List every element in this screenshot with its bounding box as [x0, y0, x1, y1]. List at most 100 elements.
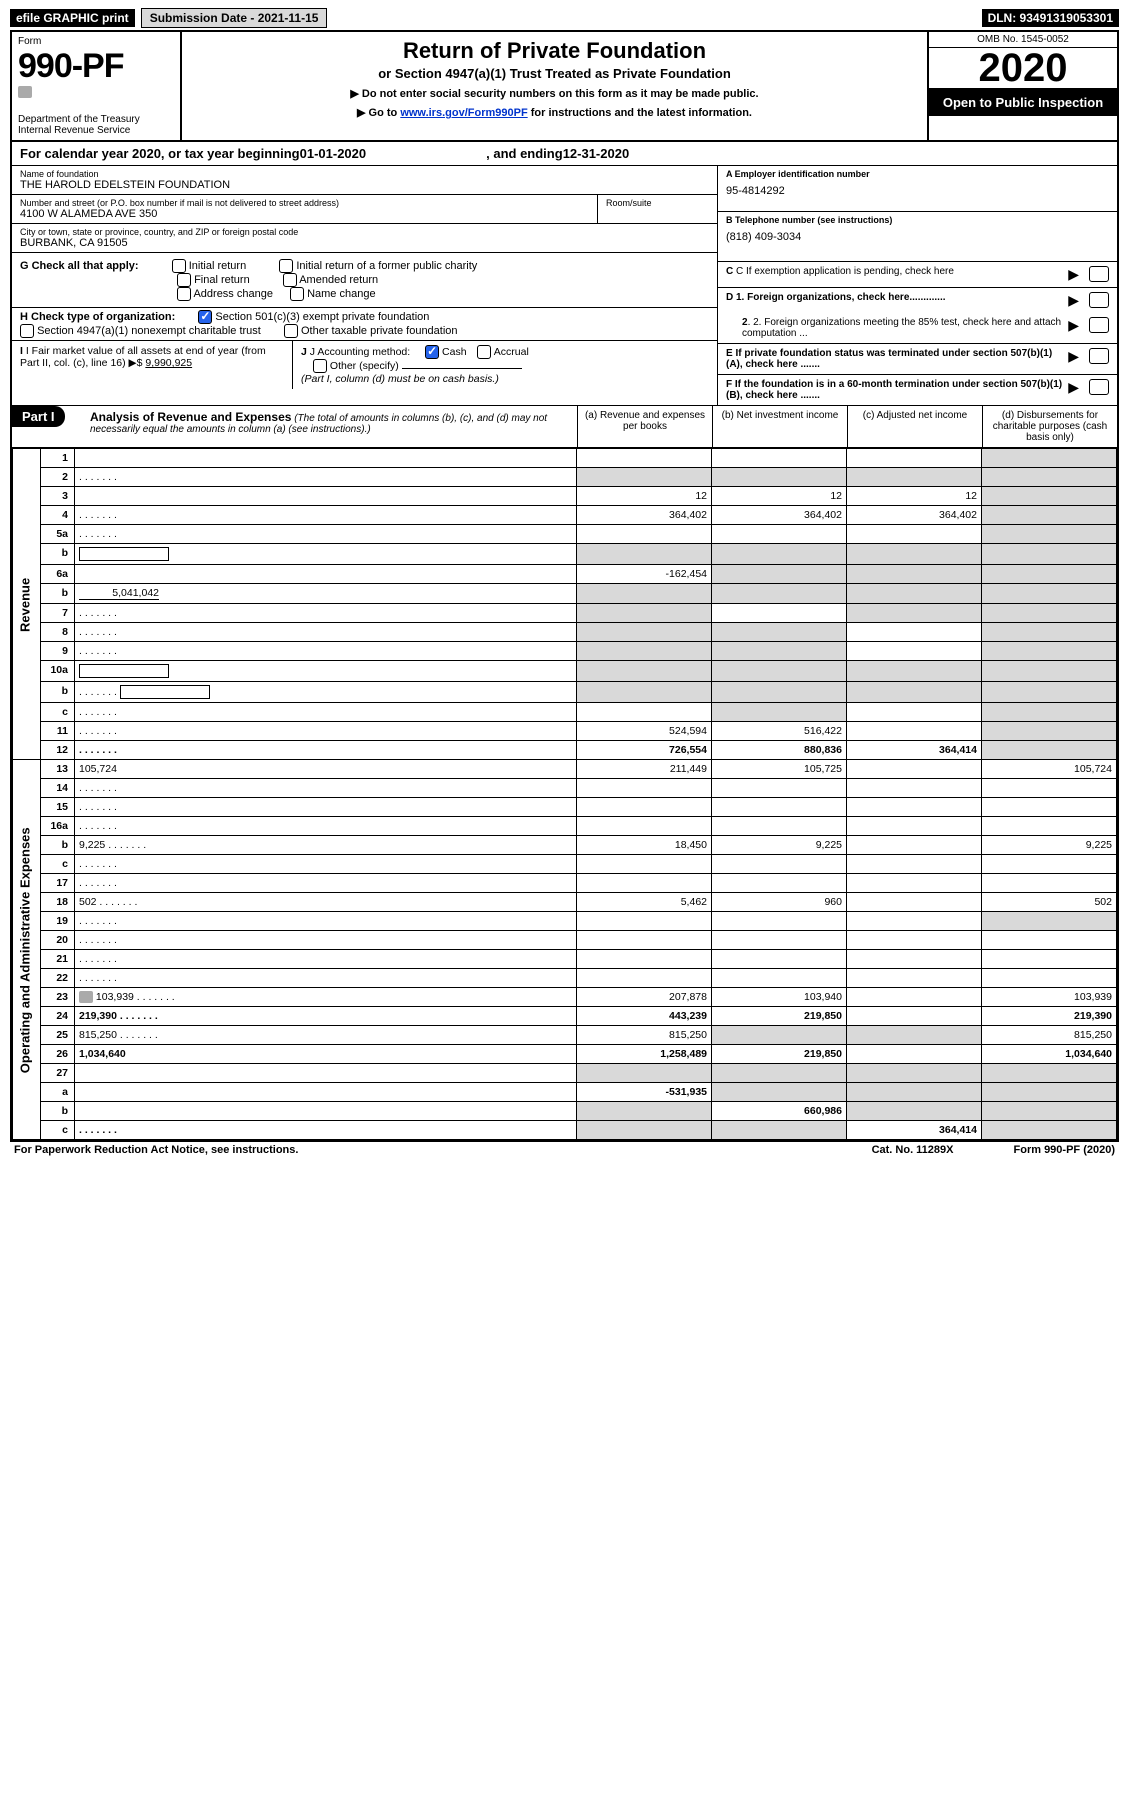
check-final-return[interactable]: [177, 273, 191, 287]
foundation-name-cell: Name of foundation THE HAROLD EDELSTEIN …: [12, 166, 717, 195]
cell-col-c: [847, 874, 982, 893]
cell-col-d: [982, 703, 1117, 722]
cell-col-d: 1,034,640: [982, 1045, 1117, 1064]
check-name-change[interactable]: [290, 287, 304, 301]
line-description: 103,939 . . . . . . .: [75, 988, 577, 1007]
cell-col-a: 364,402: [577, 506, 712, 525]
irs-link[interactable]: www.irs.gov/Form990PF: [400, 107, 527, 119]
check-d2[interactable]: [1089, 317, 1109, 333]
check-address-change[interactable]: [177, 287, 191, 301]
check-other-taxable[interactable]: [284, 324, 298, 338]
table-row: 22 . . . . . . .: [13, 969, 1117, 988]
cell-col-c: [847, 931, 982, 950]
cell-col-b: 219,850: [712, 1045, 847, 1064]
form-label: Form: [18, 36, 174, 47]
cell-col-d: [982, 1083, 1117, 1102]
cell-col-c: 364,414: [847, 1121, 982, 1140]
cell-col-a: [577, 623, 712, 642]
open-to-public: Open to Public Inspection: [929, 89, 1117, 116]
line-description: . . . . . . .: [75, 703, 577, 722]
check-f[interactable]: [1089, 379, 1109, 395]
line-description: . . . . . . .: [75, 779, 577, 798]
cell-col-b: 9,225: [712, 836, 847, 855]
cell-col-c: [847, 544, 982, 565]
cell-col-c: [847, 760, 982, 779]
cell-col-d: 502: [982, 893, 1117, 912]
cell-col-c: [847, 779, 982, 798]
line-number: a: [41, 1083, 75, 1102]
table-row: 16a . . . . . . .: [13, 817, 1117, 836]
section-d2: 2. 2. Foreign organizations meeting the …: [718, 313, 1117, 344]
table-row: 14 . . . . . . .: [13, 779, 1117, 798]
cell-col-d: [982, 1102, 1117, 1121]
cell-col-d: [982, 969, 1117, 988]
line-description: . . . . . . .: [75, 604, 577, 623]
submission-date: Submission Date - 2021-11-15: [141, 8, 328, 28]
cell-col-c: [847, 682, 982, 703]
cell-col-c: [847, 584, 982, 604]
cell-col-b: [712, 1083, 847, 1102]
decoration-icon: [18, 86, 32, 98]
room-suite-cell: Room/suite: [597, 195, 717, 223]
cell-col-a: 726,554: [577, 741, 712, 760]
cell-col-b: [712, 703, 847, 722]
cell-col-b: [712, 565, 847, 584]
cell-col-d: [982, 912, 1117, 931]
cell-col-c: [847, 969, 982, 988]
col-c-header: (c) Adjusted net income: [847, 406, 982, 447]
line-number: 25: [41, 1026, 75, 1045]
check-other-method[interactable]: [313, 359, 327, 373]
check-d1[interactable]: [1089, 292, 1109, 308]
part-1-title: Analysis of Revenue and Expenses (The to…: [82, 406, 577, 447]
line-description: . . . . . . .: [75, 855, 577, 874]
cell-col-a: [577, 817, 712, 836]
table-row: b660,986: [13, 1102, 1117, 1121]
cell-col-a: 443,239: [577, 1007, 712, 1026]
check-501c3[interactable]: [198, 310, 212, 324]
table-row: Operating and Administrative Expenses131…: [13, 760, 1117, 779]
cell-col-b: [712, 1121, 847, 1140]
cell-col-c: [847, 1026, 982, 1045]
line-description: . . . . . . .: [75, 874, 577, 893]
table-row: b . . . . . . .: [13, 682, 1117, 703]
table-row: c . . . . . . .364,414: [13, 1121, 1117, 1140]
cell-col-b: [712, 623, 847, 642]
check-cash[interactable]: [425, 345, 439, 359]
section-f: F If the foundation is in a 60-month ter…: [718, 375, 1117, 405]
check-4947a1[interactable]: [20, 324, 34, 338]
line-description: 219,390 . . . . . . .: [75, 1007, 577, 1026]
check-initial-return[interactable]: [172, 259, 186, 273]
cell-col-c: [847, 661, 982, 682]
cell-col-c: [847, 468, 982, 487]
cell-col-b: 105,725: [712, 760, 847, 779]
check-initial-former[interactable]: [279, 259, 293, 273]
cell-col-b: [712, 584, 847, 604]
check-accrual[interactable]: [477, 345, 491, 359]
cell-col-b: [712, 931, 847, 950]
cell-col-a: 524,594: [577, 722, 712, 741]
table-row: 20 . . . . . . .: [13, 931, 1117, 950]
dln-label: DLN: 93491319053301: [982, 9, 1119, 27]
cell-col-a: 815,250: [577, 1026, 712, 1045]
check-amended-return[interactable]: [283, 273, 297, 287]
cell-col-c: [847, 565, 982, 584]
cell-col-a: [577, 912, 712, 931]
cell-col-d: [982, 779, 1117, 798]
city-cell: City or town, state or province, country…: [12, 224, 717, 253]
line-description: . . . . . . .: [75, 722, 577, 741]
cell-col-a: [577, 1064, 712, 1083]
cell-col-d: 219,390: [982, 1007, 1117, 1026]
line-number: 12: [41, 741, 75, 760]
line-description: . . . . . . .: [75, 931, 577, 950]
section-j: J J Accounting method: Cash Accrual Othe…: [292, 341, 717, 389]
cell-col-b: [712, 874, 847, 893]
cell-col-a: [577, 1102, 712, 1121]
check-e[interactable]: [1089, 348, 1109, 364]
line-description: [75, 661, 577, 682]
cell-col-d: [982, 604, 1117, 623]
part-1-label: Part I: [12, 406, 65, 427]
cell-col-b: [712, 525, 847, 544]
line-number: b: [41, 836, 75, 855]
check-c[interactable]: [1089, 266, 1109, 282]
cell-col-a: [577, 449, 712, 468]
